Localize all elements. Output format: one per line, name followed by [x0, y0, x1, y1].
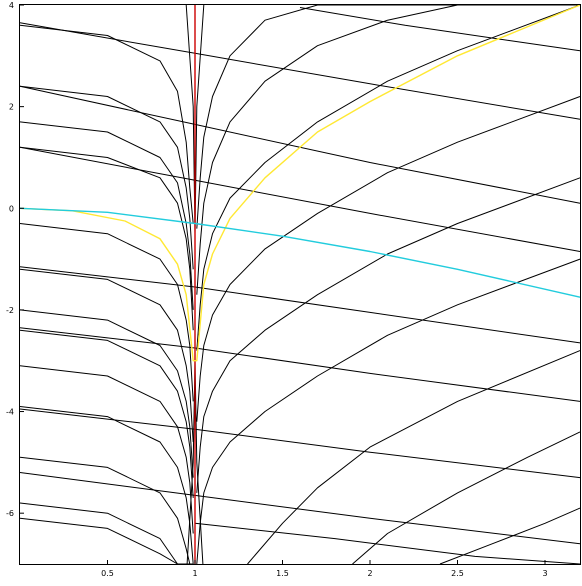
series-line-family-31: [19, 327, 581, 402]
series-line-family-34: [299, 7, 581, 52]
x-tick-label: 1.5: [276, 569, 289, 578]
x-tick-label: 1: [192, 569, 197, 578]
series-line-family-24: [439, 507, 581, 565]
series-line-family-10: [19, 329, 194, 498]
y-tick-label: -2: [6, 306, 14, 315]
series-line-family-22: [247, 350, 581, 565]
series-line-family-32: [19, 408, 581, 479]
y-tick-label: 0: [9, 204, 14, 213]
x-tick-label: 3: [542, 569, 547, 578]
x-tick-label: 2: [367, 569, 372, 578]
y-tick-label: 4: [9, 1, 14, 10]
series-line-family-29: [19, 146, 581, 252]
series-line-cyan-curve: [19, 207, 581, 298]
x-tick-label: 0.5: [101, 569, 114, 578]
series-line-family-5: [19, 121, 194, 310]
series-line-yellow-curve: [19, 4, 581, 362]
series-line-family-3: [19, 24, 194, 224]
y-tick-label: 2: [9, 103, 14, 112]
series-line-family-27: [19, 22, 581, 120]
x-tick-label: 2.5: [451, 569, 464, 578]
series-line-family-8: [19, 268, 194, 443]
series-line-family-30: [19, 266, 581, 344]
axis-layer: 0.5 1 1.5 2 2.5 3 4 2 0 -2 -4 -6: [6, 1, 548, 578]
series-line-family-35: [194, 522, 581, 565]
series-line-family-4: [19, 85, 194, 270]
series-line-family-17: [196, 4, 580, 295]
series-line-family-9: [19, 309, 194, 478]
series-line-family-18: [196, 4, 581, 351]
series-line-family-19: [196, 96, 581, 422]
series-line-family-33: [19, 472, 581, 545]
y-tick-label: -6: [6, 509, 14, 518]
plot-frame: [19, 4, 581, 565]
series-line-family-6: [19, 146, 194, 331]
y-tick-label: -4: [6, 408, 14, 417]
series-line-family-28: [19, 85, 581, 204]
series-line-family-20: [196, 177, 581, 493]
